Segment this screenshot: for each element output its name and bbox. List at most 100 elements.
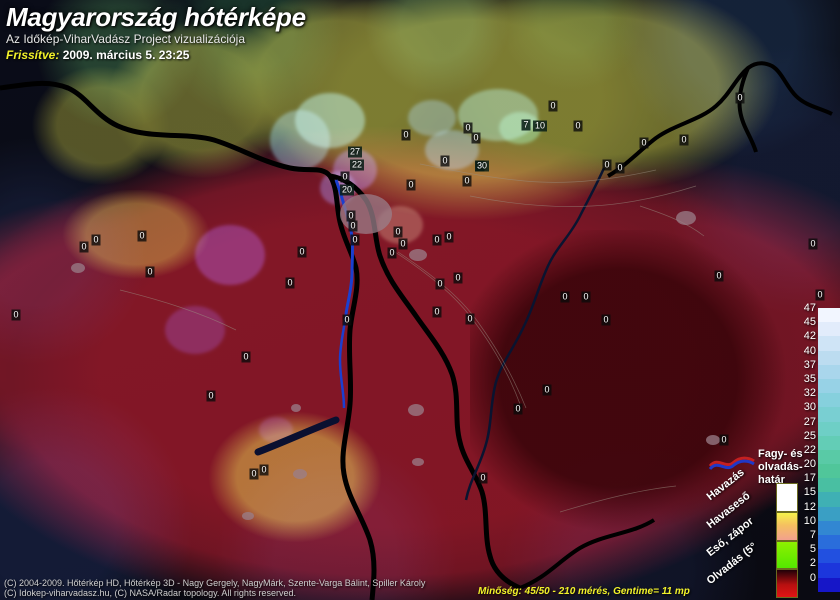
precip-type-swatch bbox=[776, 540, 798, 570]
scale-row: 22 bbox=[798, 444, 840, 465]
station-value-label: 10 bbox=[532, 120, 548, 132]
scale-row: 5 bbox=[798, 543, 840, 564]
freeze-thaw-boundary-ne-branch bbox=[737, 67, 758, 153]
station-value-label: 27 bbox=[347, 146, 363, 158]
scale-row: 2 bbox=[798, 557, 840, 578]
station-value-label: 0 bbox=[463, 122, 473, 134]
scale-row: 32 bbox=[798, 387, 840, 408]
scale-color-swatch bbox=[818, 449, 840, 465]
scale-color-swatch bbox=[818, 464, 840, 479]
station-value-label: 0 bbox=[573, 120, 583, 132]
snow-patch bbox=[165, 306, 225, 354]
scale-tick-label: 5 bbox=[809, 543, 816, 556]
scale-color-swatch bbox=[818, 407, 840, 422]
station-value-label: 0 bbox=[601, 314, 611, 326]
scale-row: 40 bbox=[798, 345, 840, 365]
precip-type-swatch bbox=[776, 569, 798, 598]
scale-row: 30 bbox=[798, 401, 840, 422]
station-value-label: 0 bbox=[679, 134, 689, 146]
snow-depth-scale: 47 45 42 40 37 35 32 30 27 25 22 20 17 15 12 10 7 5 2 0 bbox=[798, 302, 840, 592]
scale-row: 42 bbox=[798, 330, 840, 351]
station-value-label: 0 bbox=[340, 171, 350, 183]
station-value-label: 0 bbox=[348, 220, 358, 232]
scale-row: 47 bbox=[798, 302, 840, 323]
scale-color-swatch bbox=[818, 535, 840, 550]
scale-color-swatch bbox=[818, 393, 840, 408]
station-value-label: 20 bbox=[339, 184, 355, 196]
station-value-label: 0 bbox=[542, 384, 552, 396]
station-value-label: 0 bbox=[206, 390, 216, 402]
scale-tick-label: 25 bbox=[803, 429, 816, 442]
page-title: Magyarország hótérképe bbox=[6, 2, 306, 32]
snow-patch bbox=[270, 110, 330, 170]
scale-color-swatch bbox=[818, 577, 840, 592]
precip-type-swatch bbox=[776, 483, 798, 512]
scale-tick-label: 37 bbox=[803, 358, 816, 371]
updated-label: Frissítve: bbox=[6, 48, 60, 62]
station-value-label: 0 bbox=[602, 159, 612, 171]
scale-row: 7 bbox=[798, 529, 840, 550]
scale-color-swatch bbox=[818, 506, 840, 521]
lake-balaton bbox=[254, 416, 340, 456]
scale-row: 17 bbox=[798, 472, 840, 493]
scale-tick-label: 32 bbox=[803, 387, 816, 400]
scale-color-swatch bbox=[818, 421, 840, 436]
station-value-label: 0 bbox=[259, 464, 269, 476]
station-value-label: 0 bbox=[453, 272, 463, 284]
page-subtitle: Az Időkép-ViharVadász Project vizualizác… bbox=[6, 32, 246, 46]
scale-color-swatch bbox=[818, 364, 840, 379]
station-value-label: 0 bbox=[639, 137, 649, 149]
station-value-label: 0 bbox=[478, 472, 488, 484]
snow-patch bbox=[195, 225, 265, 285]
footer-credits: (C) 2004-2009. Hőtérkép HD, Hőtérkép 3D … bbox=[4, 578, 524, 598]
scale-tick-label: 17 bbox=[803, 472, 816, 485]
station-value-label: 0 bbox=[735, 92, 745, 104]
scale-row: 10 bbox=[798, 515, 840, 535]
freeze-thaw-boundary-south bbox=[519, 518, 656, 590]
scale-color-swatch bbox=[818, 336, 840, 351]
scale-color-swatch bbox=[818, 549, 840, 564]
scale-row: 35 bbox=[798, 373, 840, 394]
station-value-label: 30 bbox=[474, 160, 490, 172]
station-value-label: 0 bbox=[401, 129, 411, 141]
station-value-label: 7 bbox=[521, 119, 531, 131]
updated-timestamp: 2009. március 5. 23:25 bbox=[62, 48, 190, 62]
credit-line-2: (C) Idokep-viharvadasz.hu, (C) NASA/Rada… bbox=[4, 588, 296, 598]
station-value-label: 0 bbox=[285, 277, 295, 289]
station-value-label: 0 bbox=[615, 162, 625, 174]
scale-tick-label: 45 bbox=[803, 316, 816, 329]
scale-tick-label: 7 bbox=[809, 529, 816, 541]
scale-color-swatch bbox=[818, 435, 840, 450]
station-value-label: 0 bbox=[11, 309, 21, 321]
scale-row: 0 bbox=[798, 572, 840, 592]
scale-tick-label: 12 bbox=[803, 500, 816, 513]
scale-tick-label: 20 bbox=[803, 458, 816, 471]
scale-tick-label: 22 bbox=[803, 443, 816, 456]
station-value-label: 0 bbox=[406, 179, 416, 191]
station-value-label: 0 bbox=[432, 234, 442, 246]
scale-row: 37 bbox=[798, 359, 840, 379]
station-value-label: 0 bbox=[297, 246, 307, 258]
scale-tick-label: 2 bbox=[809, 557, 816, 570]
station-value-label: 0 bbox=[808, 238, 818, 250]
scale-tick-label: 27 bbox=[803, 415, 816, 428]
station-value-label: 0 bbox=[387, 247, 397, 259]
scale-tick-label: 10 bbox=[803, 514, 816, 527]
tisza-river bbox=[464, 167, 606, 501]
station-value-label: 0 bbox=[440, 155, 450, 167]
freeze-thaw-boundary bbox=[0, 80, 377, 600]
scale-color-swatch bbox=[818, 322, 840, 337]
scale-tick-label: 15 bbox=[803, 486, 816, 499]
station-value-label: 0 bbox=[815, 289, 825, 301]
station-value-label: 0 bbox=[471, 132, 481, 144]
station-value-label: 0 bbox=[560, 291, 570, 303]
freeze-thaw-label: Fagy- és olvadás-határ bbox=[758, 448, 803, 486]
freeze-thaw-line-icon bbox=[708, 456, 755, 471]
station-value-label: 0 bbox=[714, 270, 724, 282]
station-value-label: 0 bbox=[513, 403, 523, 415]
station-value-label: 0 bbox=[462, 175, 472, 187]
scale-tick-label: 30 bbox=[803, 401, 816, 414]
